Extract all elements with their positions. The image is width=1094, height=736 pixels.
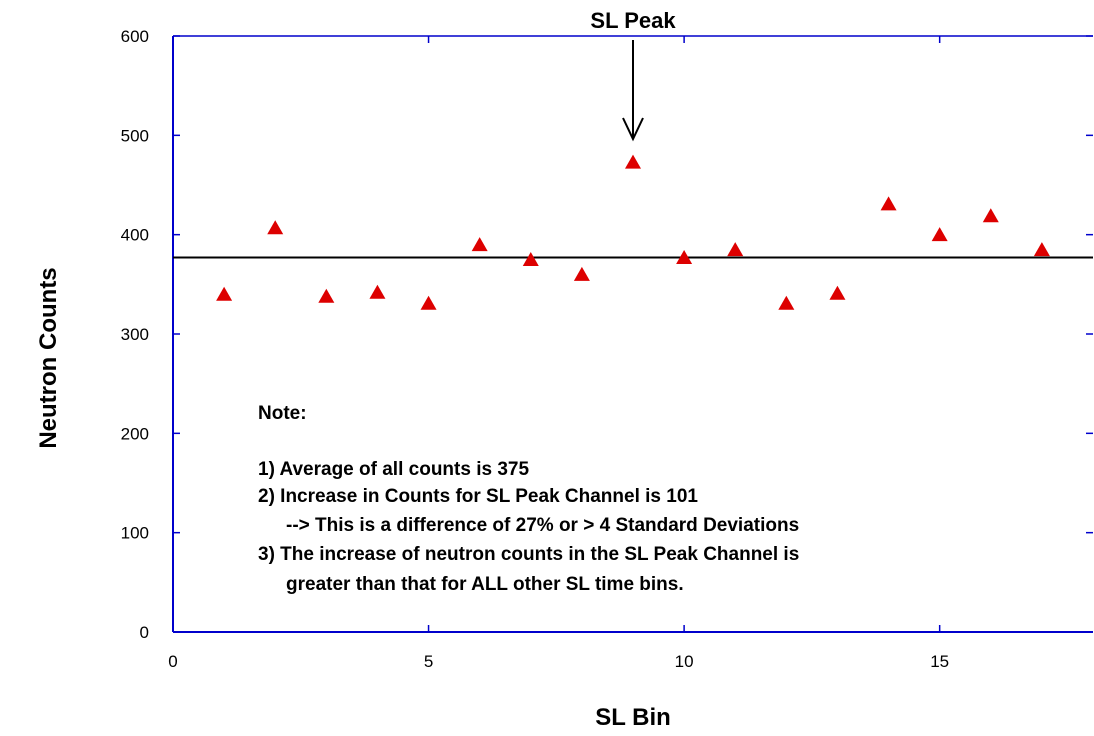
data-point [369, 284, 386, 299]
y-axis-title: Neutron Counts [35, 267, 62, 448]
y-tick-label: 0 [140, 623, 149, 642]
data-point [829, 285, 846, 300]
note-box: Note: 1) Average of all counts is 375 2)… [258, 403, 799, 595]
note-line-4: 3) The increase of neutron counts in the… [258, 544, 799, 565]
data-point [727, 242, 744, 257]
peak-annotation: SL Peak [590, 8, 676, 142]
data-point [420, 295, 437, 310]
x-tick-label: 15 [930, 652, 949, 671]
note-line-1: 1) Average of all counts is 375 [258, 459, 529, 480]
y-tick-label: 500 [121, 126, 149, 145]
data-point [471, 237, 488, 252]
x-axis-title: SL Bin [595, 704, 671, 731]
note-title: Note: [258, 403, 307, 424]
y-tick-label: 300 [121, 325, 149, 344]
note-line-3: --> This is a difference of 27% or > 4 S… [286, 515, 799, 536]
y-tick-label: 200 [121, 424, 149, 443]
x-tick-label: 5 [424, 652, 433, 671]
data-point [1033, 242, 1050, 257]
data-point [982, 208, 999, 223]
data-point [778, 295, 795, 310]
y-tick-label: 600 [121, 27, 149, 46]
x-tick-label: 0 [168, 652, 177, 671]
data-point [625, 154, 641, 169]
peak-label: SL Peak [590, 8, 676, 33]
data-point [880, 196, 897, 211]
peak-arrow-head [622, 117, 644, 142]
x-tick-label: 10 [675, 652, 694, 671]
x-axis-ticks: 0 5 10 15 [168, 36, 949, 671]
data-points [216, 154, 1050, 310]
y-axis-ticks: 0 100 200 300 400 500 600 [121, 27, 1093, 642]
note-line-2: 2) Increase in Counts for SL Peak Channe… [258, 486, 698, 507]
y-tick-label: 100 [121, 524, 149, 543]
data-point [216, 286, 233, 301]
y-tick-label: 400 [121, 226, 149, 245]
data-point [522, 252, 539, 266]
data-point [676, 250, 693, 265]
data-point [267, 220, 284, 235]
note-line-5: greater than that for ALL other SL time … [286, 574, 684, 595]
data-point [318, 288, 335, 303]
data-point [573, 266, 590, 281]
data-point [931, 227, 948, 242]
